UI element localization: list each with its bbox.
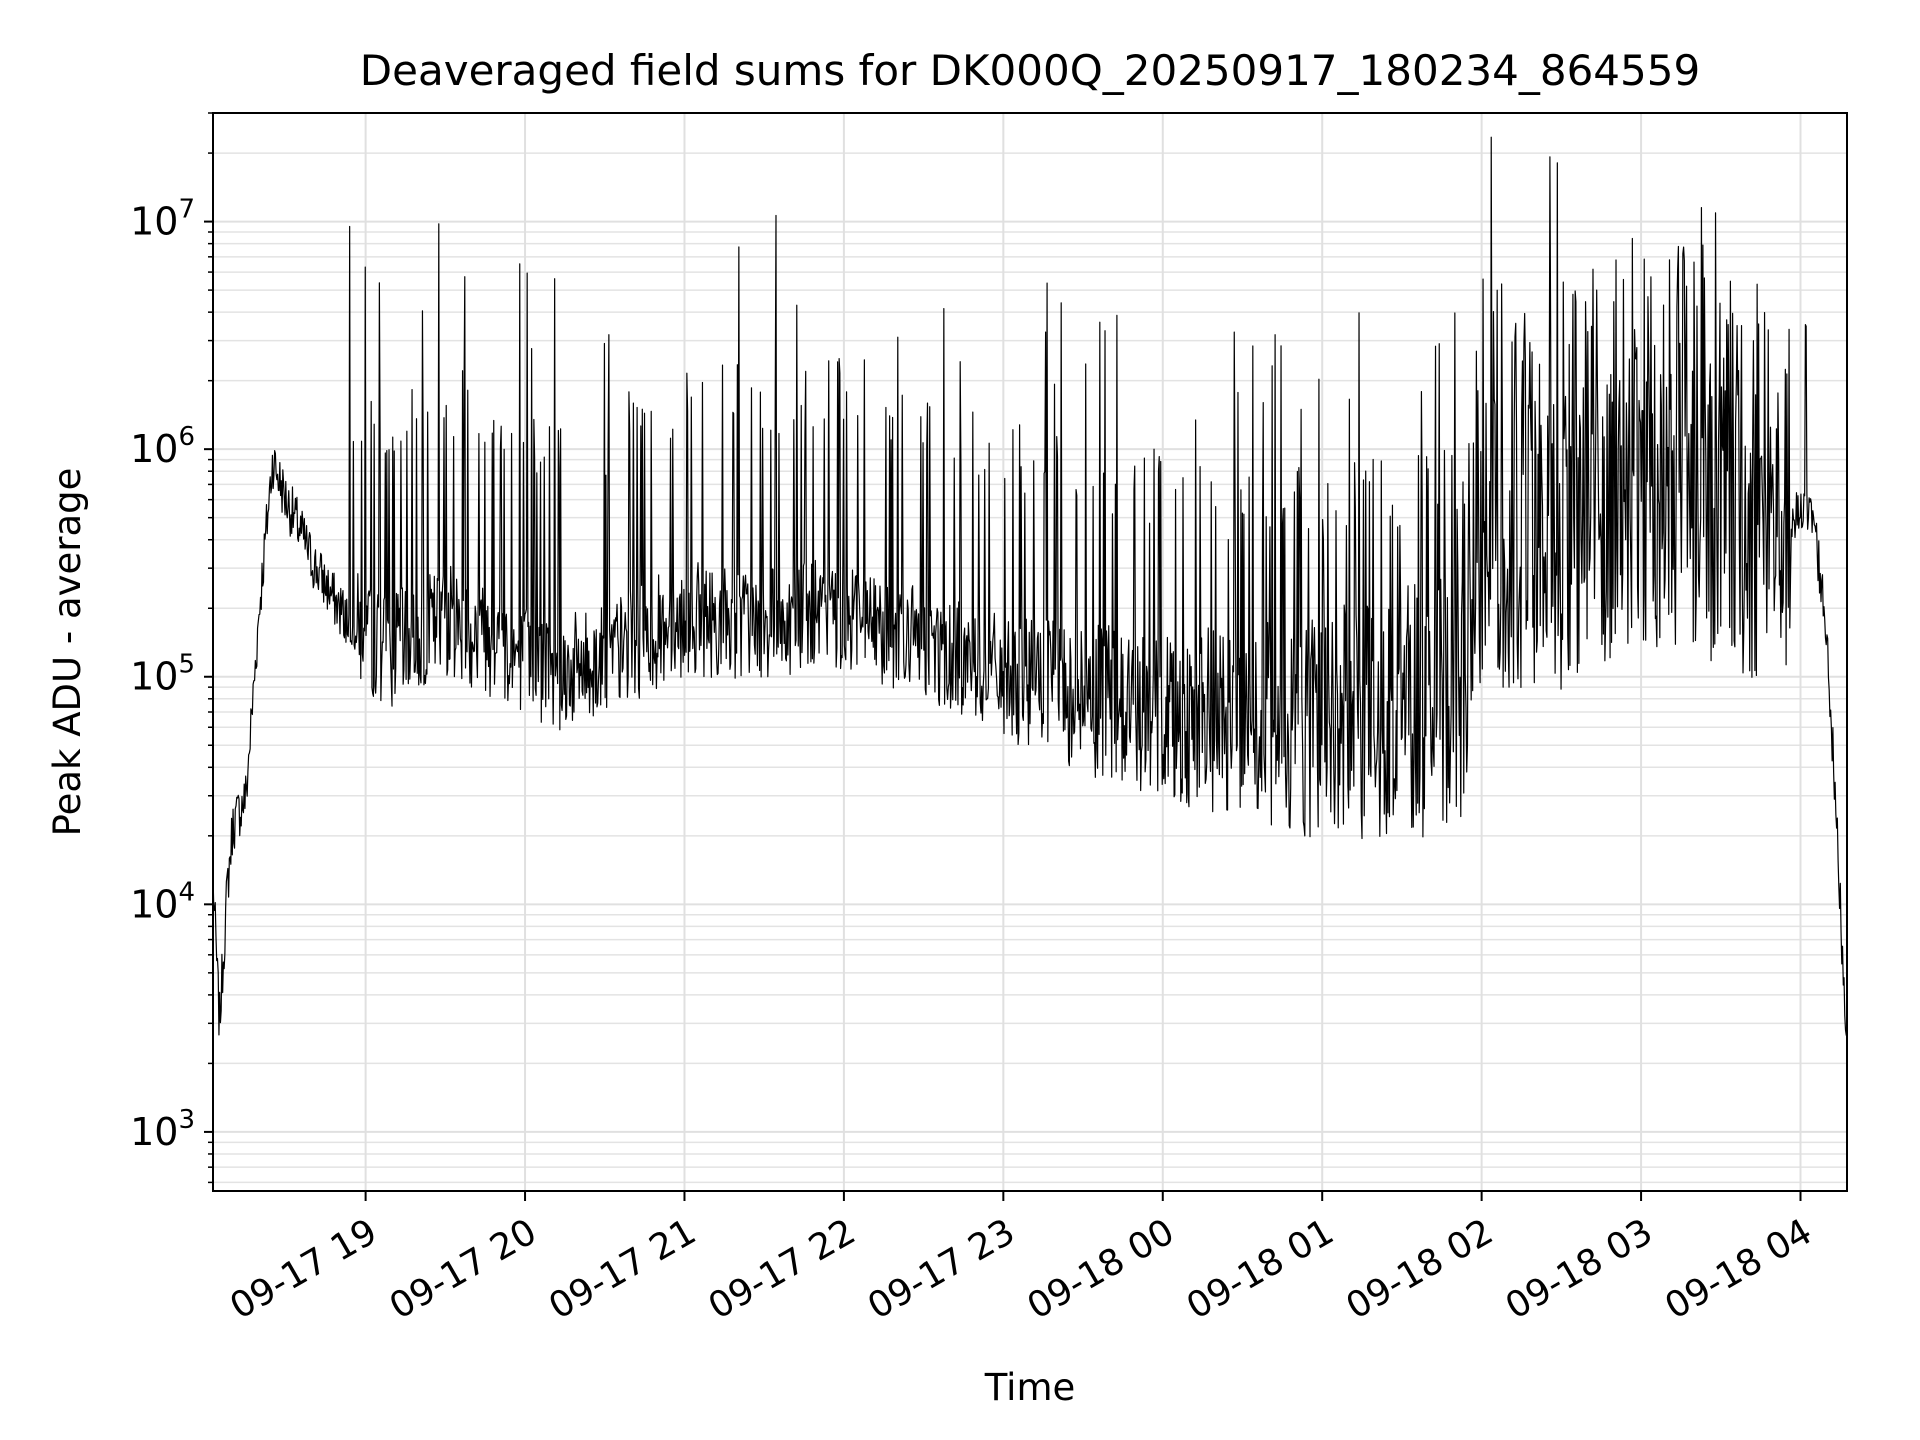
y-tick-label: 103 [130,1105,195,1154]
minor-gridlines [213,112,1847,1184]
x-axis-label: Time [984,1366,1076,1409]
plot-area-frame [212,112,1848,1192]
series-layer [212,136,1848,1036]
y-tick-label: 107 [130,195,195,244]
y-axis-label: Peak ADU - average [46,468,89,837]
y-tick-label: 104 [130,877,195,926]
chart-title: Deaveraged field sums for DK000Q_2025091… [360,46,1700,95]
y-tick-label: 106 [130,422,195,471]
series-line [212,136,1848,1036]
y-tick-label: 105 [130,650,195,699]
